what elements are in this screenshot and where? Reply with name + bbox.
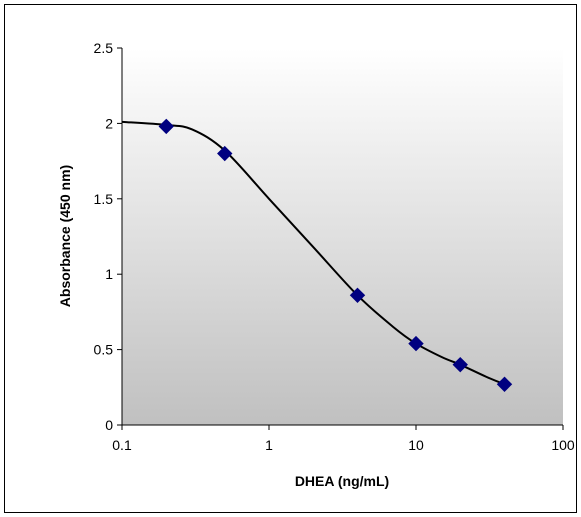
plot-area [122,48,563,425]
x-tick-label: 10 [408,437,424,453]
y-tick-label: 2 [105,115,113,131]
x-tick-label: 1 [265,437,273,453]
x-tick-label: 0.1 [112,437,132,453]
data-point-marker [217,145,233,162]
y-tick-label: 0 [105,417,113,433]
axes [117,47,564,430]
y-axis-title: Absorbance (450 nm) [57,165,73,307]
data-point-marker [408,335,424,352]
data-point-marker [496,376,513,392]
y-tick-label: 2.5 [94,40,114,56]
data-point-marker [452,356,468,373]
y-tick-label: 1 [105,266,113,282]
data-point-marker [349,287,366,304]
tick-labels: 0 0.5 1 1.5 2 2.5 0.1 1 10 100 [94,40,575,453]
data-markers [158,118,513,392]
x-tick-label: 100 [551,437,575,453]
y-tick-label: 1.5 [94,191,114,207]
data-point-marker [158,118,174,135]
y-tick-label: 0.5 [94,342,114,358]
x-axis-title: DHEA (ng/mL) [295,473,389,489]
